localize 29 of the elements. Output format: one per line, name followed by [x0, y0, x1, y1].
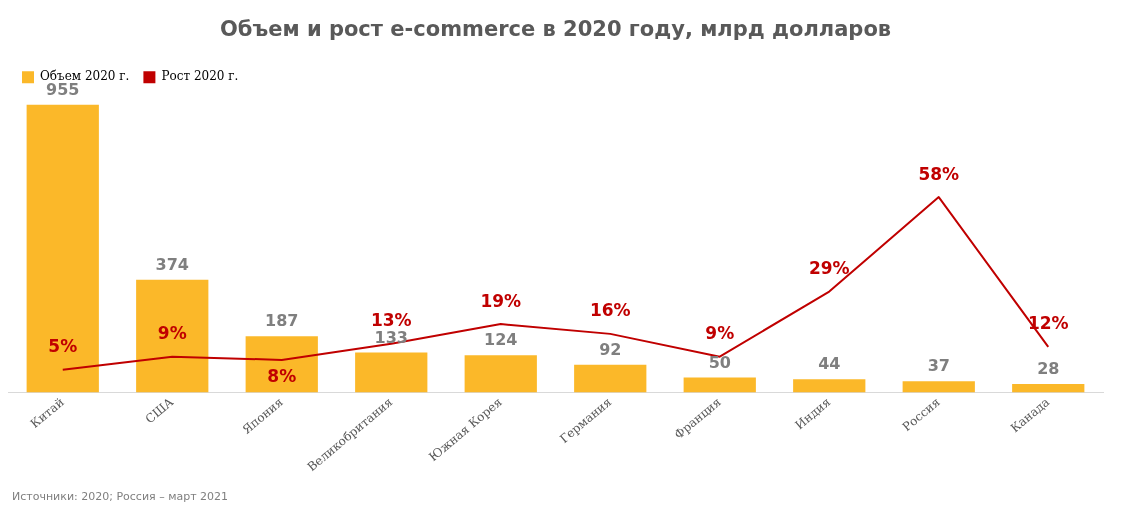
bar: [355, 352, 428, 393]
text: Источники: 2020; Россия – март 2021: [12, 490, 230, 503]
data-label: 28: [1037, 359, 1060, 379]
data-label: 9%: [157, 323, 187, 344]
data-label: 29%: [808, 257, 850, 278]
chart-title: Объем и рост e-commerce в 2020 году, млрд долларов: [219, 17, 892, 42]
bar: [683, 377, 756, 393]
data-label: 124: [484, 330, 518, 350]
bar: [26, 104, 99, 393]
data-label: 374: [155, 254, 189, 274]
data-label: 12%: [1027, 313, 1069, 334]
data-label: 50: [708, 352, 731, 372]
data-label: 8%: [267, 366, 297, 387]
data-label: 9%: [705, 323, 735, 344]
bar: [902, 381, 975, 393]
data-label: 37: [927, 356, 950, 376]
data-label: 44: [818, 354, 841, 374]
data-label: 16%: [589, 300, 631, 321]
data-label: 92: [599, 339, 622, 359]
data-label: 187: [265, 311, 299, 331]
data-label: 19%: [480, 290, 522, 311]
data-label: 5%: [48, 336, 78, 357]
bar: [1012, 384, 1085, 393]
bar: [574, 364, 647, 393]
bar: [464, 355, 537, 393]
data-label: 58%: [918, 163, 960, 184]
bar: [136, 279, 209, 393]
bar: [793, 379, 866, 393]
legend-label: Рост 2020 г.: [161, 69, 239, 84]
